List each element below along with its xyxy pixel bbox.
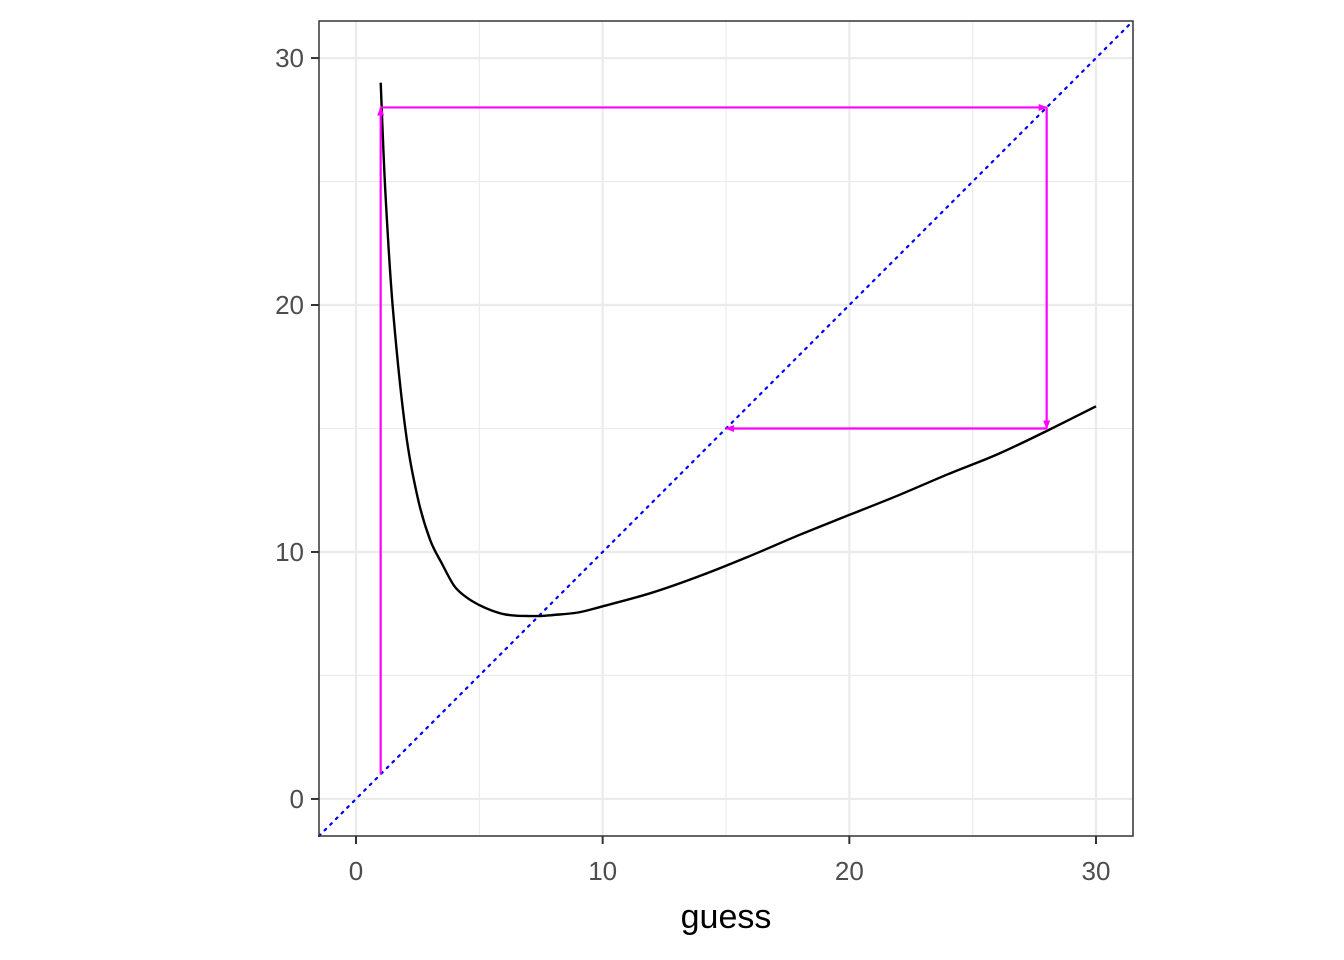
curve-layer (379, 82, 1097, 618)
y-tick-label: 0 (290, 784, 304, 814)
function-curve (379, 82, 1097, 618)
panel-border (318, 20, 1134, 837)
x-tick-label: 0 (349, 856, 363, 886)
iteration-arrows-layer (377, 103, 1051, 775)
x-axis: 0 10 20 30 (349, 836, 1111, 886)
grid-major (319, 21, 1133, 836)
x-tick-label: 30 (1082, 856, 1111, 886)
y-tick-label: 20 (275, 290, 304, 320)
x-axis-title: guess (681, 898, 772, 936)
y-tick-label: 10 (275, 537, 304, 567)
x-tick-label: 20 (835, 856, 864, 886)
y-axis: 0 10 20 30 (275, 43, 319, 814)
y-tick-label: 30 (275, 43, 304, 73)
x-tick-label: 10 (588, 856, 617, 886)
